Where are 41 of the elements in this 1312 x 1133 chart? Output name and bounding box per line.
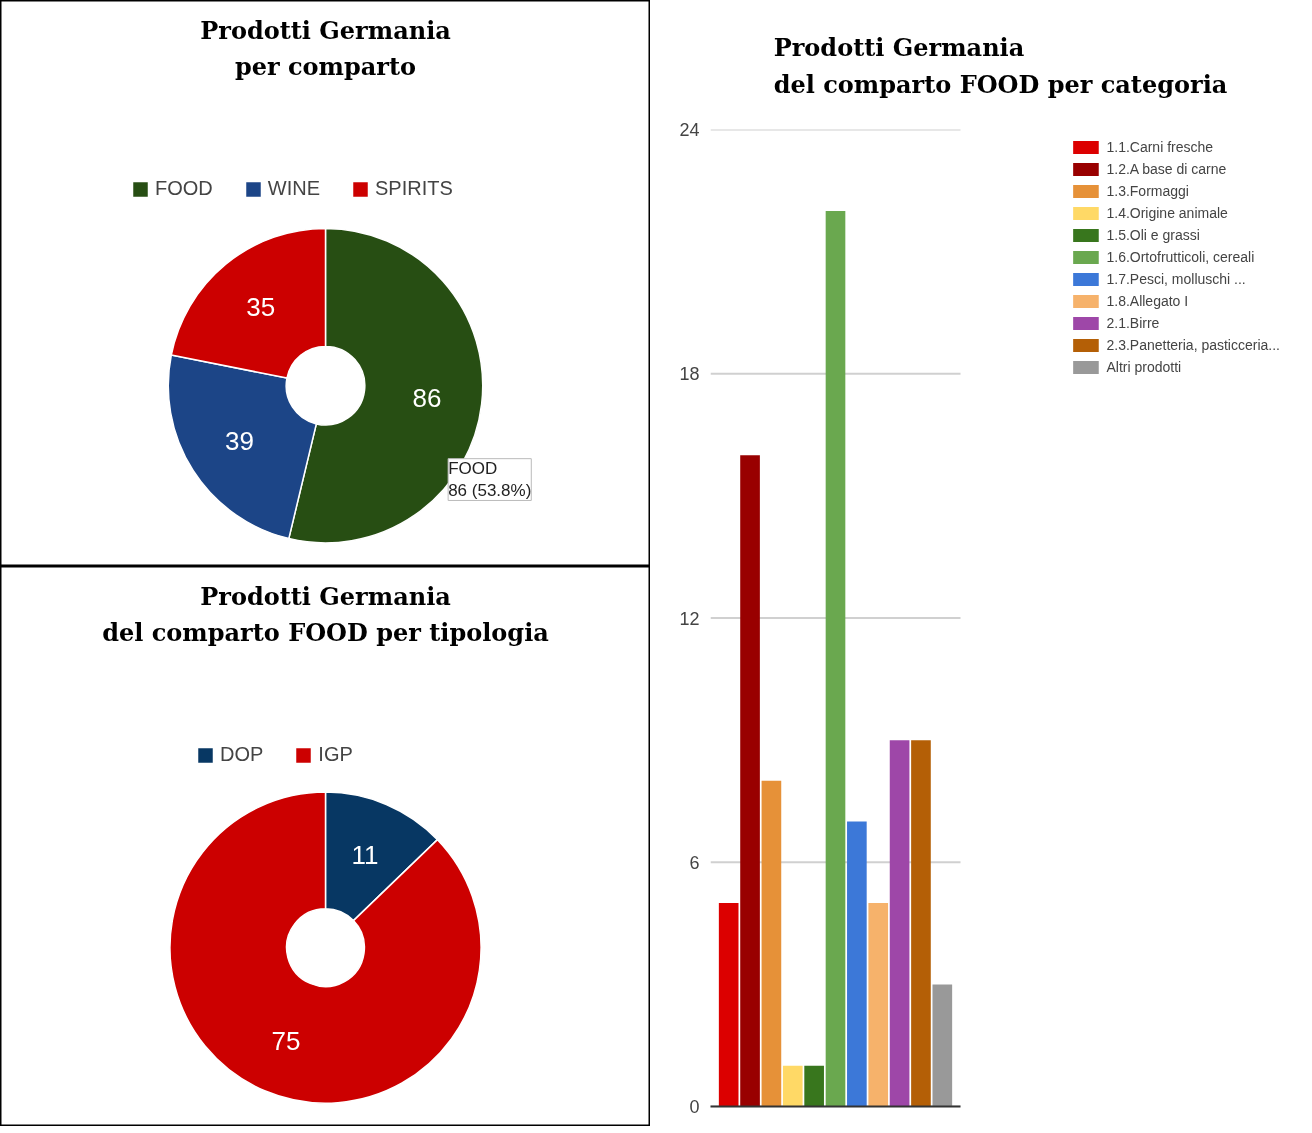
chart-title: Prodotti Germania del comparto FOOD per tipologia (102, 582, 549, 647)
bar (804, 1065, 824, 1107)
legend-label: 1.8.Allegato I (1106, 293, 1189, 309)
legend-label: 1.3.Formaggi (1106, 183, 1189, 199)
data-label: 35 (246, 291, 276, 322)
legend-label: 1.2.A base di carne (1106, 161, 1227, 177)
bar (782, 1065, 803, 1107)
bar (761, 780, 782, 1107)
legend-label: 1.6.Ortofrutticoli, cereali (1106, 249, 1255, 265)
bar (868, 902, 889, 1107)
legend-label: 1.4.Origine animale (1106, 205, 1228, 221)
legend-label: 2.1.Birre (1106, 315, 1160, 331)
bar (740, 455, 760, 1107)
legend-label: DOP (220, 743, 264, 766)
text: FOOD 86 (53.8%) (448, 458, 532, 501)
legend-label: 1.1.Carni fresche (1106, 139, 1214, 155)
data-label: 75 (271, 1025, 301, 1056)
legend-label: IGP (318, 743, 353, 766)
data-label: 39 (224, 425, 254, 456)
y-tick-label: 24 (679, 120, 700, 140)
bar (825, 210, 846, 1107)
bar (932, 984, 953, 1107)
y-tick-label: 0 (689, 1097, 700, 1117)
y-tick-label: 18 (679, 364, 700, 385)
bar (889, 740, 910, 1107)
bar (718, 902, 739, 1107)
y-tick-label: 6 (689, 852, 700, 873)
legend-label: 2.3.Panetteria, pasticceria... (1106, 337, 1280, 353)
y-tick-label: 12 (679, 608, 700, 629)
legend-label: FOOD (155, 177, 213, 200)
legend-label: WINE (267, 177, 320, 200)
legend-label: Altri prodotti (1106, 359, 1182, 375)
bar (911, 740, 931, 1107)
legend-label: 1.7.Pesci, molluschi ... (1106, 271, 1246, 287)
bar (847, 821, 867, 1107)
data-label: 86 (412, 382, 442, 413)
legend-label: SPIRITS (375, 177, 453, 200)
chart-title: Prodotti Germania per comparto (200, 16, 451, 81)
data-label: 11 (351, 839, 379, 870)
legend-label: 1.5.Oli e grassi (1106, 227, 1200, 243)
chart-title: Prodotti Germania del comparto FOOD per categoria (773, 32, 1228, 100)
